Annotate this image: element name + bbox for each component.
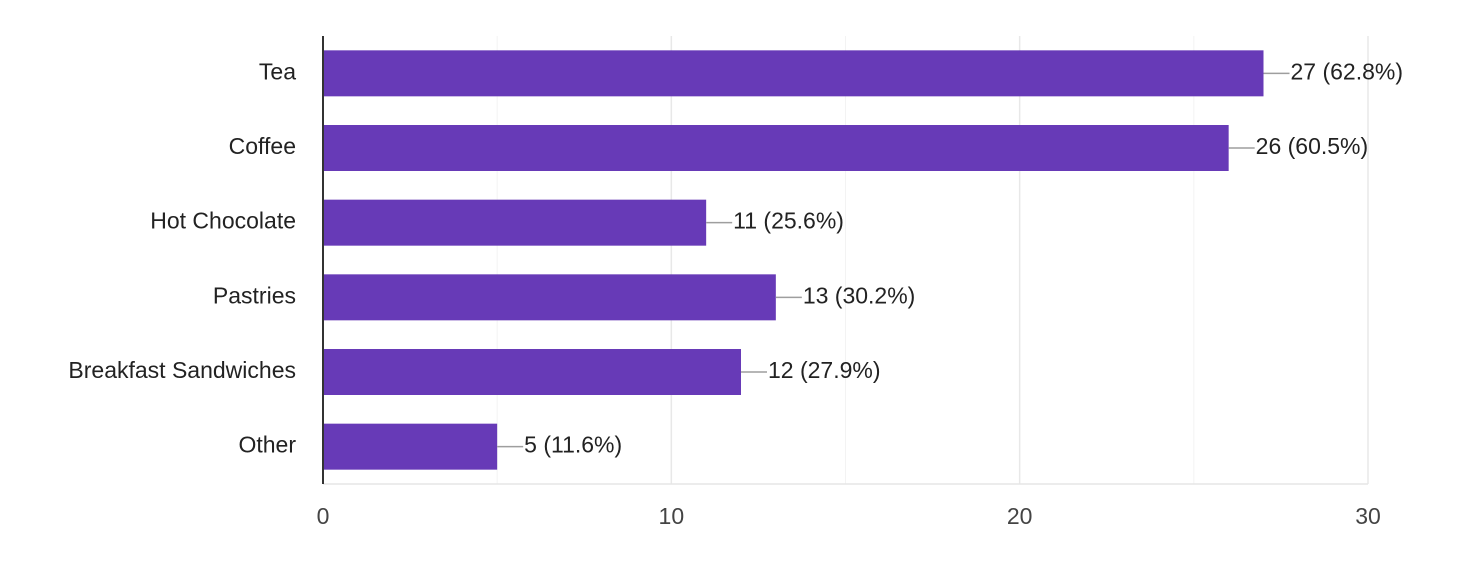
grid-layer (323, 36, 1369, 485)
category-label: Pastries (213, 282, 296, 308)
category-label: Hot Chocolate (150, 208, 296, 234)
data-label: 27 (62.8%) (1291, 58, 1404, 84)
category-label: Tea (259, 58, 296, 84)
data-label: 13 (30.2%) (803, 282, 916, 308)
x-tick-label: 30 (1355, 503, 1381, 529)
bar (323, 50, 1264, 97)
bar (323, 199, 707, 246)
bar (323, 423, 498, 470)
data-label: 26 (60.5%) (1256, 133, 1369, 159)
bar (323, 274, 776, 321)
bar-layer (323, 50, 1264, 470)
category-label: Coffee (229, 133, 296, 159)
category-label: Breakfast Sandwiches (68, 357, 296, 383)
label-layer: 27 (62.8%) Tea 26 (60.5%) Coffee 11 (25.6%) H… (68, 58, 1403, 457)
category-label: Other (238, 432, 296, 458)
x-tick-label: 0 (317, 503, 330, 529)
data-label: 5 (11.6%) (524, 432, 622, 458)
tick-layer: 0 10 20 30 (317, 503, 1381, 529)
data-label: 12 (27.9%) (768, 357, 881, 383)
bar (323, 125, 1229, 171)
x-tick-label: 20 (1007, 503, 1033, 529)
x-tick-label: 10 (659, 503, 685, 529)
bar (323, 349, 741, 395)
data-label: 11 (25.6%) (733, 208, 844, 234)
